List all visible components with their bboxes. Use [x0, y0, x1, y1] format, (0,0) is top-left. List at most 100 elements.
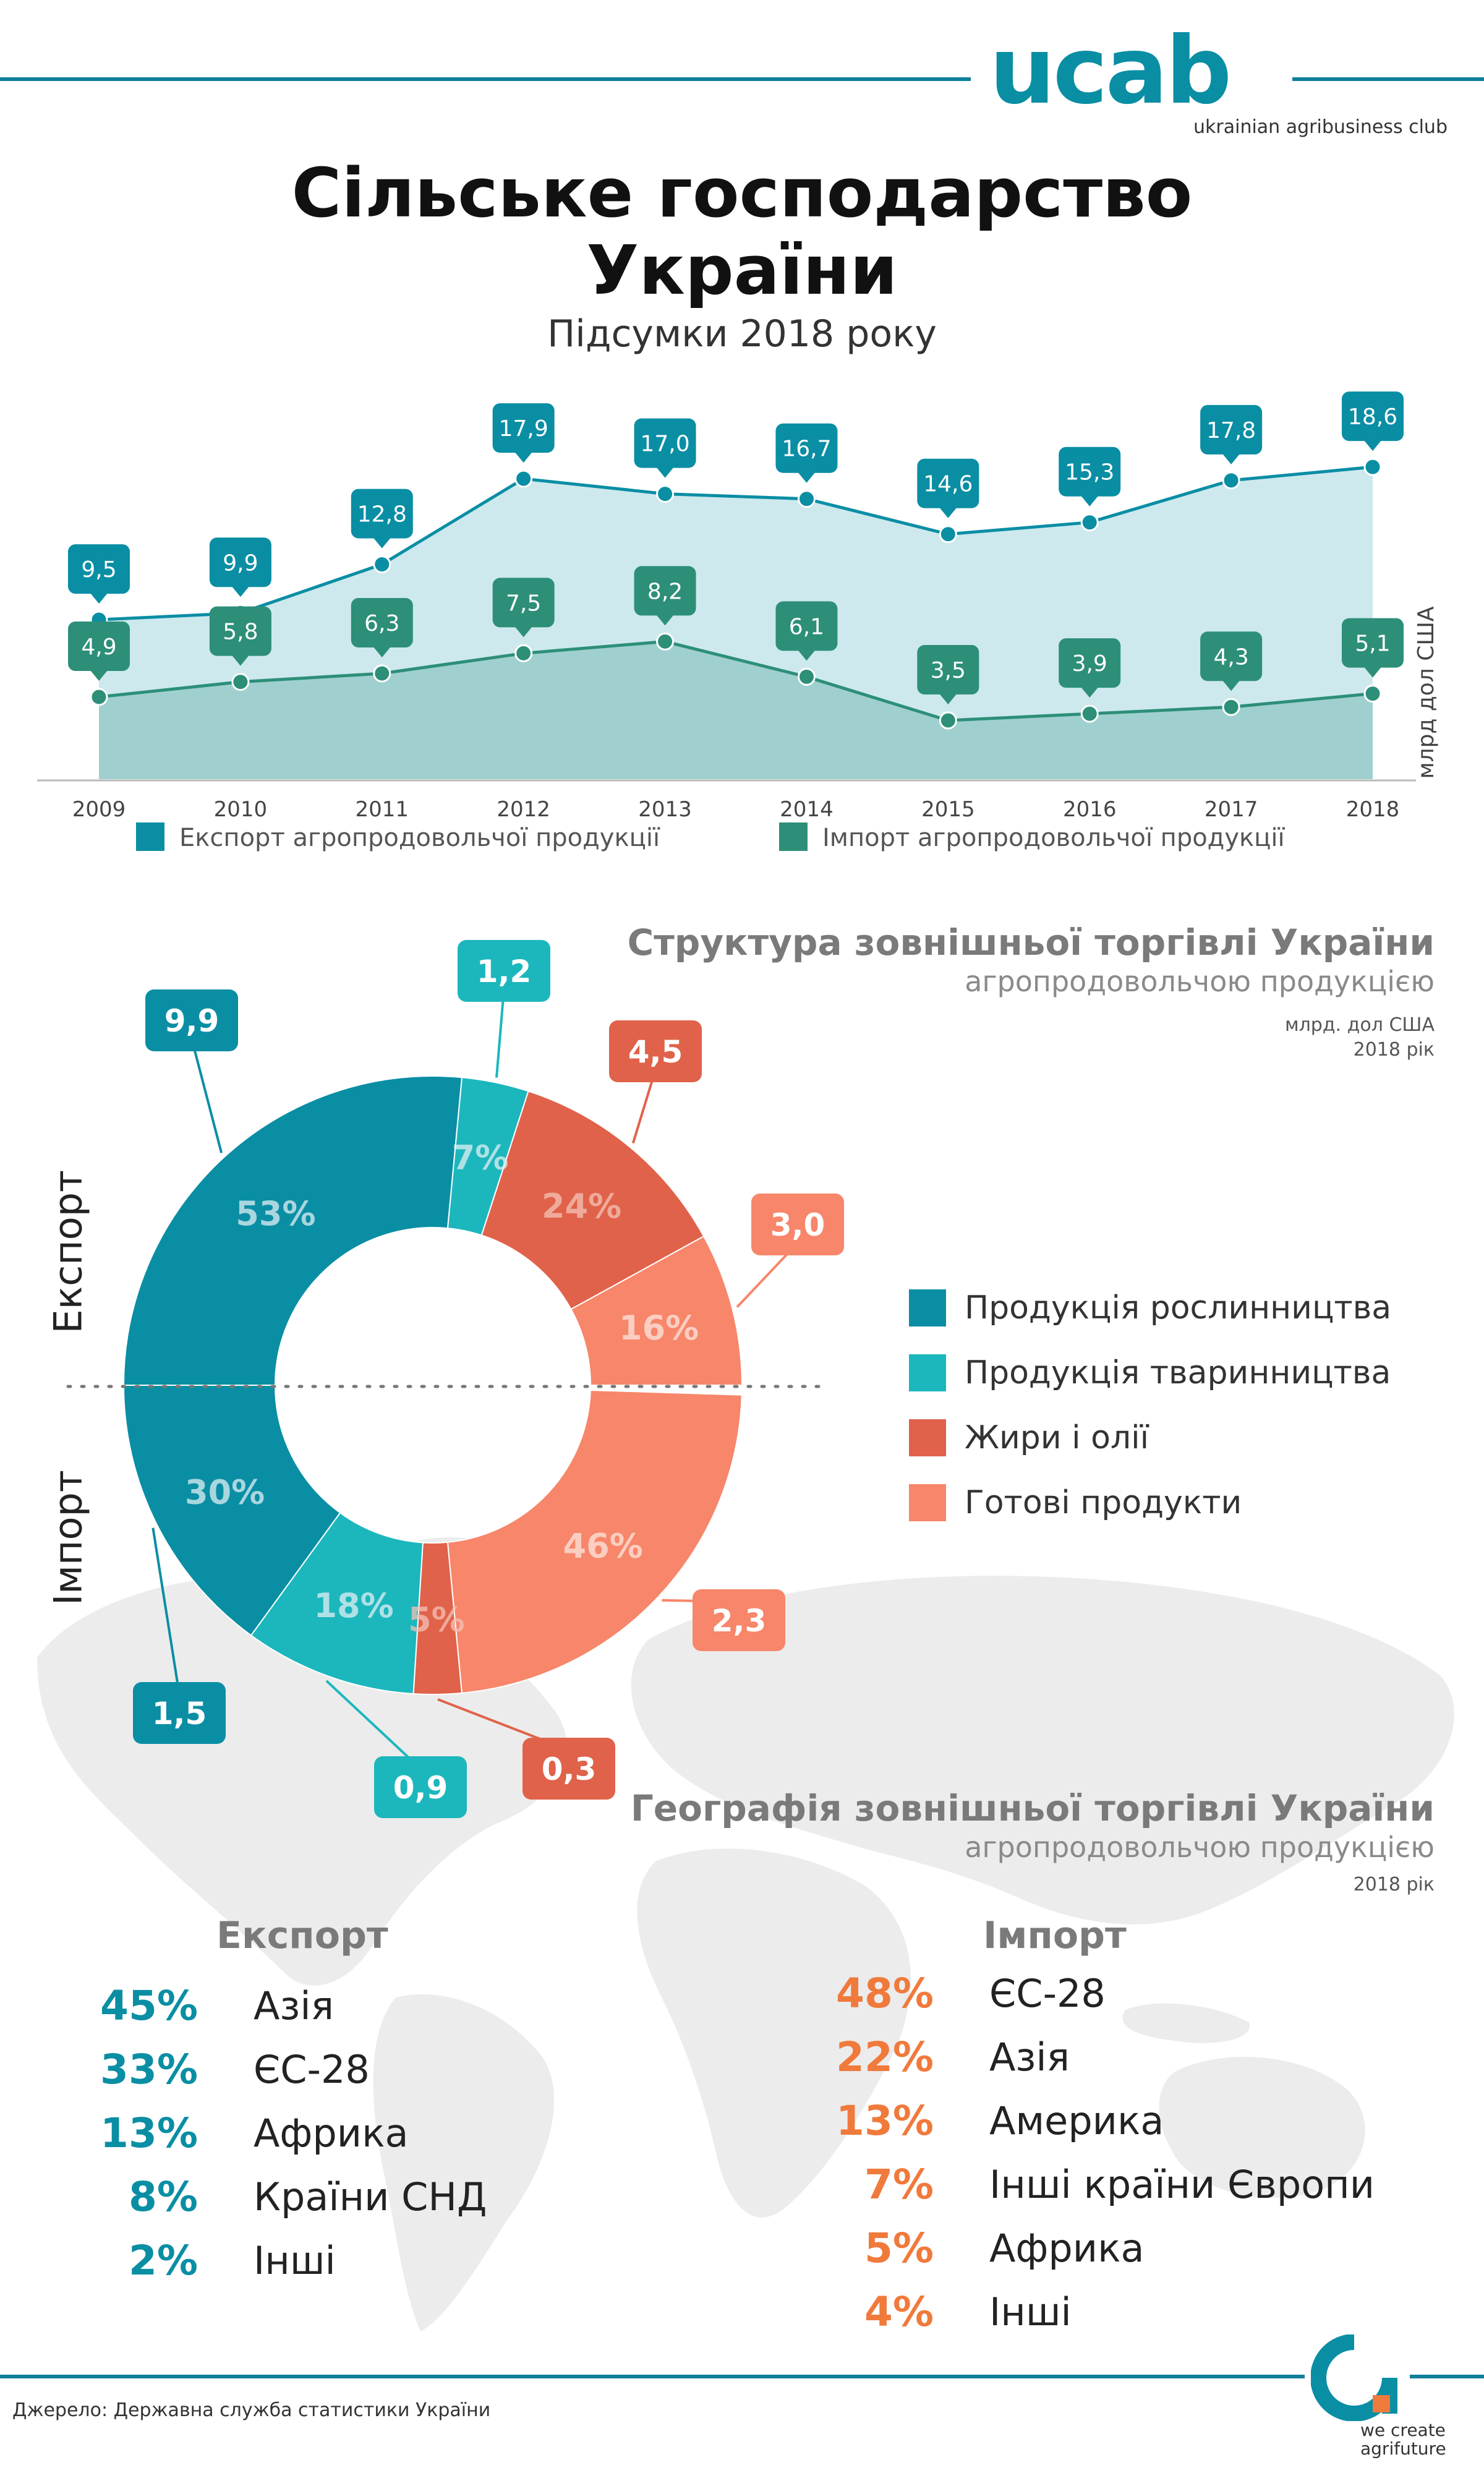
- data-point: [1222, 471, 1240, 490]
- geo-export-pct: 45%: [100, 1982, 198, 2030]
- donut-segment: [122, 1075, 463, 1386]
- data-label-box: [1342, 618, 1404, 668]
- data-label: 6,3: [364, 611, 399, 636]
- data-point: [514, 469, 533, 488]
- data-point: [373, 555, 391, 574]
- geo-export-pct: 33%: [100, 2046, 198, 2093]
- geo-import-row: 4% Інші: [779, 2288, 1072, 2336]
- data-label: 3,9: [1072, 651, 1107, 677]
- footer-logo-mark: [1311, 2334, 1397, 2421]
- data-label: 6,1: [789, 614, 824, 639]
- data-label-box: [1200, 404, 1263, 455]
- donut-percent-label: 30%: [185, 1472, 265, 1511]
- donut-percent-label: 5%: [408, 1600, 465, 1639]
- callout-value: 9,9: [164, 1003, 220, 1039]
- data-label-pointer: [656, 467, 674, 478]
- x-tick-label: 2012: [497, 797, 550, 822]
- data-label: 3,5: [931, 658, 966, 683]
- callout-box: [693, 1589, 785, 1651]
- donut-percent-label: 53%: [236, 1194, 315, 1233]
- data-point: [231, 673, 250, 691]
- callout-value: 2,3: [712, 1603, 767, 1639]
- data-point: [1080, 704, 1099, 723]
- series-area: [99, 641, 1373, 779]
- structure-unit-note: млрд. дол США: [1284, 1014, 1435, 1036]
- data-label: 18,6: [1348, 404, 1397, 430]
- tagline: we create agrifuture: [1360, 2421, 1459, 2458]
- data-label-box: [917, 645, 979, 694]
- data-point: [373, 664, 391, 683]
- geo-export-pct: 2%: [128, 2237, 198, 2284]
- data-label-pointer: [656, 615, 674, 626]
- data-label: 17,8: [1206, 418, 1256, 443]
- legend-label: Імпорт агропродовольчої продукції: [822, 824, 1286, 852]
- data-label-pointer: [1222, 680, 1240, 691]
- data-label: 7,5: [506, 591, 541, 616]
- geo-year: 2018 рік: [1353, 1874, 1435, 1895]
- data-label-box: [1342, 391, 1404, 442]
- tagline-line-1: we create: [1360, 2420, 1446, 2440]
- data-label-pointer: [1222, 453, 1240, 464]
- geo-export-row: 45% Азія: [43, 1982, 334, 2030]
- europe-asia-shape: [631, 1576, 1454, 1924]
- geo-export-name: Африка: [254, 2111, 409, 2156]
- data-point: [90, 688, 108, 706]
- data-label-pointer: [1081, 495, 1099, 506]
- geo-import-row: 22% Азія: [779, 2033, 1070, 2081]
- geo-export-row: 8% Країни СНД: [43, 2173, 487, 2221]
- data-label: 16,7: [782, 437, 831, 462]
- data-label: 9,9: [223, 550, 258, 576]
- data-label-box: [775, 601, 838, 651]
- geo-import-pct: 5%: [864, 2224, 934, 2272]
- donut-percent-label: 7%: [452, 1138, 509, 1177]
- x-tick-label: 2009: [72, 797, 126, 822]
- data-point: [797, 667, 816, 686]
- geo-import-name: Інші: [989, 2289, 1072, 2334]
- y-axis-label: млрд дол США: [1414, 606, 1439, 779]
- donut-segment: [446, 1389, 743, 1694]
- x-tick-label: 2013: [638, 797, 692, 822]
- data-label: 4,3: [1213, 644, 1248, 670]
- legend-swatch-ready: [909, 1484, 946, 1521]
- legend-plant: Продукція рослинництва: [909, 1289, 1391, 1326]
- geo-export-name: ЄС-28: [254, 2047, 370, 2092]
- x-tick-label: 2014: [780, 797, 834, 822]
- legend-label-ready: Готові продукти: [965, 1484, 1242, 1521]
- logo: ucab: [989, 17, 1232, 125]
- callout-value: 0,3: [542, 1751, 597, 1787]
- geo-import-name: ЄС-28: [989, 1971, 1106, 2016]
- trade-structure-donut: 53% 9,9 7% 1,2 24% 4,5 16% 3,0 30% 1,5 18% 0,9 5% 0,3…: [66, 940, 844, 1818]
- data-label-pointer: [939, 507, 957, 518]
- data-label-pointer: [231, 586, 249, 597]
- header-rule-right: [1292, 77, 1484, 81]
- series-line: [98, 465, 1373, 622]
- geo-export-pct: 13%: [100, 2109, 198, 2157]
- data-label-pointer: [1364, 440, 1381, 451]
- x-tick-label: 2018: [1346, 797, 1400, 822]
- data-label-pointer: [1364, 667, 1381, 678]
- tagline-line-2: agrifuture: [1360, 2438, 1446, 2459]
- data-label-box: [209, 606, 271, 656]
- geo-export-name: Країни СНД: [254, 2174, 487, 2219]
- data-label-box: [492, 403, 555, 453]
- callout-value: 3,0: [770, 1207, 825, 1243]
- data-label-box: [351, 598, 413, 647]
- data-label-pointer: [798, 472, 816, 483]
- donut-segment: [250, 1511, 424, 1695]
- data-point: [1080, 513, 1099, 532]
- geo-import-pct: 22%: [836, 2033, 934, 2081]
- x-tick-label: 2016: [1063, 797, 1117, 822]
- callout-value: 0,9: [393, 1770, 448, 1806]
- geo-export-row: 33% ЄС-28: [43, 2046, 370, 2093]
- geo-import-pct: 13%: [836, 2097, 934, 2145]
- legend-swatch: [779, 822, 808, 851]
- data-label-pointer: [90, 670, 108, 681]
- geo-import-pct: 7%: [864, 2161, 934, 2208]
- data-label-pointer: [1081, 687, 1099, 698]
- legend-fats: Жири і олії: [909, 1419, 1149, 1456]
- x-tick-label: 2011: [356, 797, 409, 822]
- data-label-box: [1059, 446, 1121, 497]
- geo-export-pct: 8%: [128, 2173, 198, 2221]
- legend-ready: Готові продукти: [909, 1484, 1242, 1521]
- data-label-pointer: [231, 655, 249, 666]
